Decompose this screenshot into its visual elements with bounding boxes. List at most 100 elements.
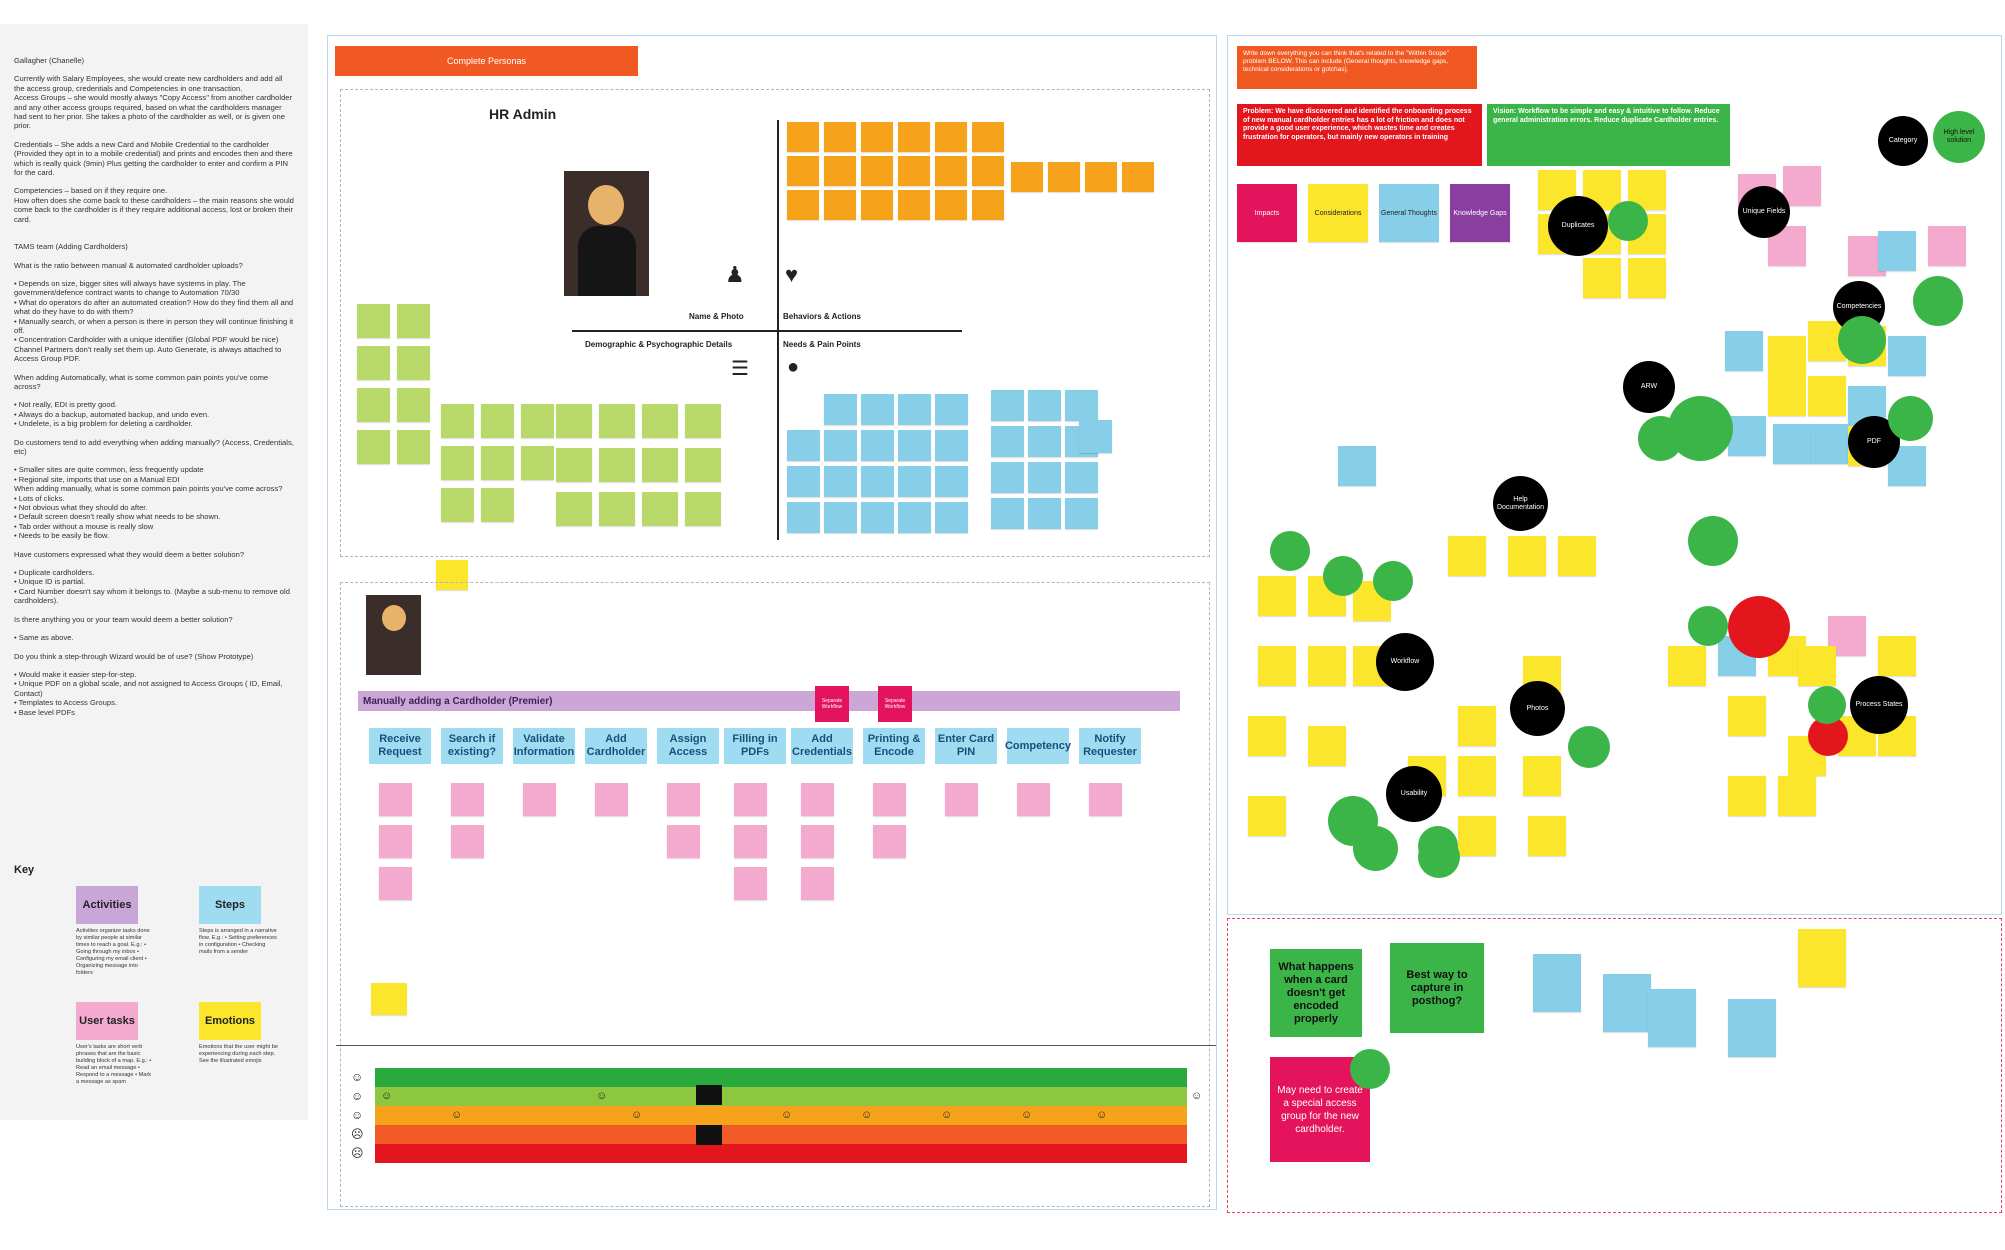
user-task-sticky[interactable] — [734, 867, 767, 900]
topic-circle[interactable]: Workflow — [1376, 633, 1434, 691]
user-task-sticky[interactable] — [945, 783, 978, 816]
out-scope-sticky[interactable] — [1728, 999, 1776, 1057]
user-task-sticky[interactable] — [1089, 783, 1122, 816]
sticky-note[interactable] — [441, 446, 474, 480]
persona-journey-board[interactable]: Complete Personas HR Admin ♟ ♥ Name & Ph… — [327, 35, 1217, 1210]
scope-sticky[interactable] — [1773, 424, 1811, 464]
scope-sticky[interactable] — [1248, 716, 1286, 756]
journey-step[interactable]: Enter Card PIN — [935, 728, 997, 764]
sticky-note[interactable] — [935, 430, 968, 461]
sticky-note[interactable] — [1065, 498, 1098, 529]
within-scope-board[interactable]: Write down everything you can think that… — [1227, 35, 2002, 915]
sticky-note[interactable] — [861, 430, 894, 461]
note-circle[interactable] — [1373, 561, 1413, 601]
note-circle[interactable] — [1688, 606, 1728, 646]
scope-intro-card[interactable]: Write down everything you can think that… — [1237, 46, 1477, 89]
note-circle[interactable] — [1608, 201, 1648, 241]
topic-circle[interactable]: Category — [1878, 116, 1928, 166]
topic-circle[interactable]: High level solution — [1933, 111, 1985, 163]
sticky-note[interactable] — [397, 304, 430, 338]
scope-sticky[interactable] — [1811, 424, 1849, 464]
topic-circle[interactable]: Duplicates — [1548, 196, 1608, 256]
sticky-note[interactable] — [436, 560, 468, 590]
sticky-note[interactable] — [898, 502, 931, 533]
sticky-note[interactable] — [824, 156, 856, 186]
sticky-note[interactable] — [357, 304, 390, 338]
note-circle[interactable] — [1418, 826, 1458, 866]
sticky-note[interactable] — [599, 404, 635, 438]
out-scope-sticky[interactable] — [1648, 989, 1696, 1047]
sticky-note[interactable] — [861, 394, 894, 425]
out-of-scope-board[interactable]: What happens when a card doesn't get enc… — [1227, 918, 2002, 1213]
sticky-note[interactable] — [685, 492, 721, 526]
separate-workflow-flag-2[interactable]: Separate Workflow — [878, 686, 912, 722]
sticky-note[interactable] — [556, 492, 592, 526]
sticky-note[interactable] — [441, 404, 474, 438]
sticky-note[interactable] — [972, 122, 1004, 152]
problem-statement-card[interactable]: Problem: We have discovered and identifi… — [1237, 104, 1482, 166]
user-task-sticky[interactable] — [379, 825, 412, 858]
topic-circle[interactable]: Photos — [1510, 681, 1565, 736]
scope-sticky[interactable] — [1928, 226, 1966, 266]
journey-step[interactable]: Assign Access — [657, 728, 719, 764]
sticky-note[interactable] — [441, 488, 474, 522]
out-scope-sticky[interactable] — [1533, 954, 1581, 1012]
sticky-note[interactable] — [1048, 162, 1080, 192]
user-task-sticky[interactable] — [873, 825, 906, 858]
user-task-sticky[interactable] — [595, 783, 628, 816]
sticky-note[interactable] — [898, 156, 930, 186]
sticky-note[interactable] — [397, 430, 430, 464]
user-task-sticky[interactable] — [801, 783, 834, 816]
sticky-note[interactable] — [521, 446, 554, 480]
scope-sticky[interactable] — [1458, 756, 1496, 796]
journey-step[interactable]: Validate Information — [513, 728, 575, 764]
sticky-note[interactable] — [824, 502, 857, 533]
sticky-note[interactable] — [357, 430, 390, 464]
scope-sticky[interactable] — [1528, 816, 1566, 856]
scope-sticky[interactable] — [1308, 646, 1346, 686]
sticky-note[interactable] — [1122, 162, 1154, 192]
sticky-note[interactable] — [642, 448, 678, 482]
note-circle[interactable] — [1688, 516, 1738, 566]
topic-circle[interactable]: Help Documentation — [1493, 476, 1548, 531]
note-circle[interactable] — [1728, 596, 1790, 658]
sticky-note[interactable] — [935, 466, 968, 497]
sticky-note[interactable] — [824, 394, 857, 425]
journey-step[interactable]: Add Cardholder — [585, 728, 647, 764]
topic-circle[interactable]: Usability — [1386, 766, 1442, 822]
out-scope-sticky[interactable] — [1603, 974, 1651, 1032]
sticky-note[interactable] — [481, 404, 514, 438]
out-scope-circle[interactable] — [1350, 1049, 1390, 1089]
sticky-note[interactable] — [599, 492, 635, 526]
note-circle[interactable] — [1838, 316, 1886, 364]
scope-sticky[interactable] — [1778, 776, 1816, 816]
sticky-note[interactable] — [1011, 162, 1043, 192]
topic-circle[interactable]: ARW — [1623, 361, 1675, 413]
scope-sticky[interactable] — [1583, 258, 1621, 298]
sticky-note[interactable] — [1065, 462, 1098, 493]
emotion-sticky[interactable] — [371, 983, 407, 1015]
sticky-note[interactable] — [861, 502, 894, 533]
user-task-sticky[interactable] — [734, 783, 767, 816]
sticky-note[interactable] — [787, 466, 820, 497]
journey-step[interactable]: Receive Request — [369, 728, 431, 764]
sticky-note[interactable] — [556, 404, 592, 438]
topic-circle[interactable]: Process States — [1850, 676, 1908, 734]
user-task-sticky[interactable] — [801, 867, 834, 900]
sticky-note[interactable] — [898, 190, 930, 220]
sticky-note[interactable] — [898, 122, 930, 152]
sticky-note[interactable] — [935, 156, 967, 186]
sticky-note[interactable] — [599, 448, 635, 482]
sticky-note[interactable] — [397, 346, 430, 380]
scope-sticky[interactable] — [1458, 816, 1496, 856]
scope-sticky[interactable] — [1725, 331, 1763, 371]
user-task-sticky[interactable] — [734, 825, 767, 858]
sticky-note[interactable] — [481, 446, 514, 480]
scope-sticky[interactable] — [1768, 376, 1806, 416]
scope-sticky[interactable] — [1628, 258, 1666, 298]
sticky-note[interactable] — [824, 466, 857, 497]
category-card[interactable]: Impacts — [1237, 184, 1297, 242]
sticky-note[interactable] — [824, 430, 857, 461]
scope-sticky[interactable] — [1783, 166, 1821, 206]
topic-circle[interactable]: Unique Fields — [1738, 186, 1790, 238]
